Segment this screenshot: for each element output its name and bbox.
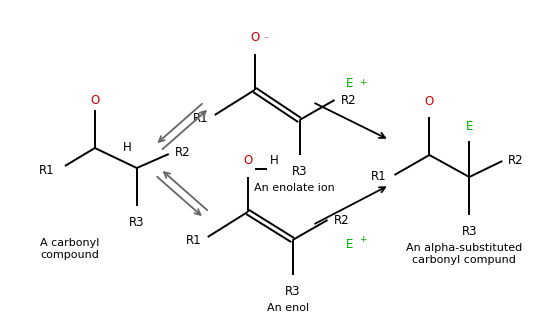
Text: H: H [270, 154, 278, 167]
Text: +: + [360, 78, 367, 87]
Text: E: E [346, 238, 353, 251]
Text: ⁻: ⁻ [264, 35, 268, 44]
Text: R3: R3 [129, 216, 144, 229]
Text: An enol: An enol [266, 303, 309, 313]
Text: H: H [122, 141, 131, 154]
Text: R3: R3 [292, 165, 307, 178]
Text: O: O [243, 154, 252, 167]
Text: R3: R3 [461, 225, 477, 238]
Text: R2: R2 [508, 154, 524, 167]
Text: O: O [250, 31, 259, 44]
Text: O: O [90, 94, 100, 108]
Text: An enolate ion: An enolate ion [254, 183, 335, 193]
Text: R1: R1 [186, 234, 202, 247]
Text: R1: R1 [371, 170, 386, 183]
Text: A carbonyl
compound: A carbonyl compound [40, 238, 100, 260]
Text: R3: R3 [285, 285, 300, 298]
Text: E: E [346, 77, 353, 90]
Text: R2: R2 [341, 93, 356, 107]
Text: R2: R2 [334, 213, 349, 226]
Text: R1: R1 [193, 112, 209, 124]
Text: O: O [425, 95, 434, 108]
Text: +: + [360, 235, 367, 244]
Text: R1: R1 [39, 164, 55, 176]
Text: E: E [466, 120, 473, 133]
Text: An alpha-substituted
carbonyl compund: An alpha-substituted carbonyl compund [406, 243, 522, 264]
Text: R2: R2 [175, 145, 190, 159]
